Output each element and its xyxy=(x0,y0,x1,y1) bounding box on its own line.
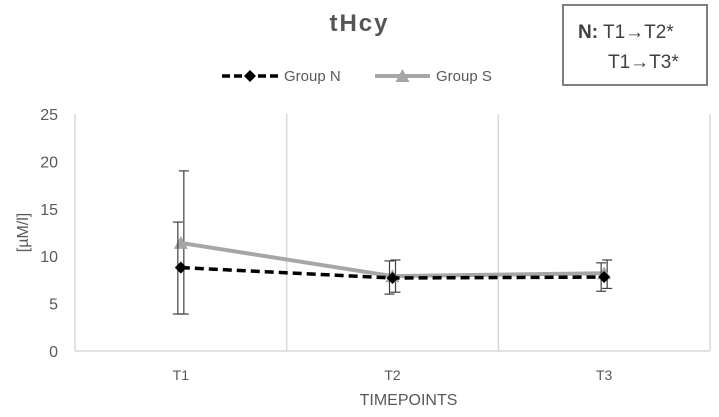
significance-line-1: T1→T2* xyxy=(603,22,674,43)
y-tick-label: 25 xyxy=(40,107,58,124)
legend-label: Group S xyxy=(436,68,492,85)
x-tick-label: T1 xyxy=(173,367,190,383)
legend-label: Group N xyxy=(284,68,341,85)
significance-note: N: T1→T2* T1→T3* xyxy=(562,4,708,86)
chart-title: tHcy xyxy=(329,10,390,37)
x-tick-label: T3 xyxy=(596,367,613,383)
data-point xyxy=(386,272,399,285)
legend-marker xyxy=(395,69,410,82)
y-tick-label: 10 xyxy=(40,249,58,266)
x-tick-label: T2 xyxy=(384,367,401,383)
y-axis-title: [µM/l] xyxy=(15,213,32,252)
y-tick-label: 5 xyxy=(49,297,58,314)
y-tick-label: 15 xyxy=(40,202,58,219)
legend-marker xyxy=(244,70,256,82)
y-tick-label: 0 xyxy=(49,344,58,361)
x-axis-title: TIMEPOINTS xyxy=(360,392,458,409)
significance-group-label: N: xyxy=(578,22,599,43)
significance-line-2: T1→T3* xyxy=(608,52,679,73)
data-point xyxy=(174,261,187,274)
y-tick-label: 20 xyxy=(40,154,58,171)
data-point xyxy=(598,271,611,284)
